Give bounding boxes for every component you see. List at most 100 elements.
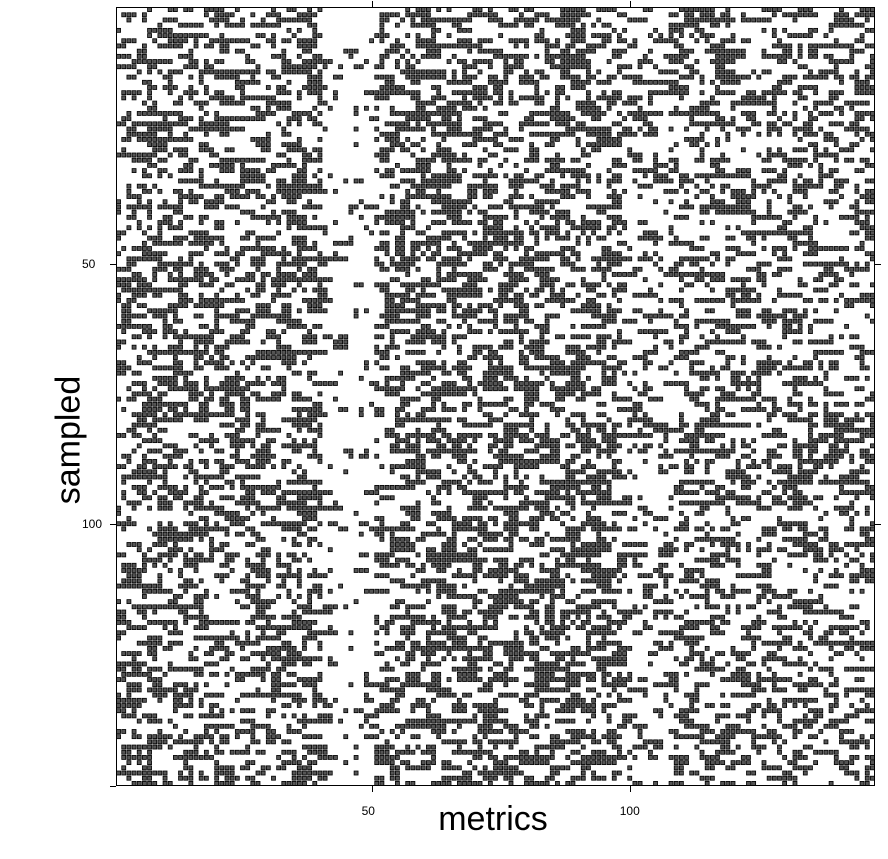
matrix-cell bbox=[219, 266, 225, 272]
matrix-cell bbox=[467, 188, 473, 194]
matrix-cell bbox=[617, 230, 622, 236]
matrix-cell bbox=[400, 240, 405, 246]
matrix-cell bbox=[694, 173, 700, 179]
matrix-cell bbox=[720, 323, 726, 329]
matrix-cell bbox=[265, 111, 271, 116]
matrix-cell bbox=[183, 386, 189, 392]
matrix-cell bbox=[296, 261, 302, 267]
matrix-cell bbox=[694, 261, 700, 267]
matrix-cell bbox=[539, 355, 545, 360]
matrix-cell bbox=[250, 256, 256, 262]
matrix-cell bbox=[740, 277, 746, 283]
matrix-cell bbox=[271, 251, 276, 257]
matrix-cell bbox=[565, 298, 571, 303]
matrix-cell bbox=[167, 261, 173, 267]
matrix-cell bbox=[709, 318, 715, 324]
matrix-cell bbox=[518, 79, 524, 85]
matrix-cell bbox=[487, 287, 493, 293]
matrix-cell bbox=[395, 303, 400, 309]
matrix-cell bbox=[828, 95, 834, 101]
matrix-cell bbox=[147, 157, 152, 163]
matrix-cell bbox=[276, 183, 282, 189]
matrix-cell bbox=[410, 246, 416, 251]
matrix-cell bbox=[126, 188, 132, 194]
matrix-cell bbox=[446, 298, 452, 303]
matrix-cell bbox=[653, 27, 658, 33]
matrix-cell bbox=[389, 261, 395, 267]
matrix-cell bbox=[240, 329, 245, 334]
matrix-cell bbox=[379, 53, 385, 59]
matrix-cell bbox=[255, 355, 261, 360]
matrix-cell bbox=[415, 59, 421, 64]
matrix-cell bbox=[596, 308, 602, 314]
matrix-cell bbox=[549, 116, 555, 122]
matrix-cell bbox=[173, 225, 178, 231]
matrix-cell bbox=[441, 152, 447, 158]
matrix-cell bbox=[209, 147, 214, 153]
matrix-cell bbox=[699, 375, 705, 381]
matrix-cell bbox=[684, 355, 689, 360]
matrix-cell bbox=[467, 27, 473, 33]
matrix-cell bbox=[596, 313, 602, 319]
matrix-cell bbox=[147, 126, 152, 132]
matrix-cell bbox=[302, 334, 307, 340]
matrix-cell bbox=[870, 349, 875, 355]
matrix-cell bbox=[431, 69, 436, 75]
matrix-cell bbox=[679, 95, 684, 101]
matrix-cell bbox=[456, 370, 462, 376]
matrix-cell bbox=[580, 111, 586, 116]
matrix-cell bbox=[395, 355, 400, 360]
matrix-cell bbox=[797, 401, 803, 407]
matrix-cell bbox=[260, 142, 266, 148]
matrix-cell bbox=[808, 246, 813, 251]
matrix-cell bbox=[653, 261, 658, 267]
matrix-cell bbox=[116, 344, 121, 350]
matrix-cell bbox=[441, 329, 447, 334]
matrix-cell bbox=[725, 209, 731, 215]
matrix-cell bbox=[162, 85, 168, 90]
matrix-cell bbox=[632, 272, 638, 277]
matrix-cell bbox=[431, 365, 436, 371]
matrix-cell bbox=[611, 214, 617, 220]
matrix-cell bbox=[715, 298, 720, 303]
matrix-cell bbox=[596, 412, 602, 418]
matrix-cell bbox=[456, 131, 462, 137]
matrix-cell bbox=[632, 412, 638, 418]
matrix-cell bbox=[353, 282, 359, 288]
matrix-cell bbox=[648, 90, 653, 96]
matrix-cell bbox=[870, 64, 875, 70]
matrix-cell bbox=[539, 339, 545, 345]
matrix-cell bbox=[162, 401, 168, 407]
matrix-cell bbox=[849, 74, 855, 80]
matrix-cell bbox=[611, 48, 617, 54]
matrix-cell bbox=[389, 173, 395, 179]
matrix-cell bbox=[142, 157, 147, 163]
matrix-cell bbox=[802, 375, 808, 381]
matrix-cell bbox=[653, 344, 658, 350]
matrix-cell bbox=[709, 339, 715, 345]
matrix-cell bbox=[555, 111, 560, 116]
matrix-cell bbox=[265, 131, 271, 137]
matrix-cell bbox=[224, 272, 230, 277]
matrix-cell bbox=[493, 137, 498, 142]
matrix-cell bbox=[415, 282, 421, 288]
matrix-cell bbox=[395, 251, 400, 257]
matrix-cell bbox=[787, 48, 793, 54]
matrix-cell bbox=[668, 12, 674, 18]
matrix-cell bbox=[539, 225, 545, 231]
matrix-cell bbox=[797, 407, 803, 412]
matrix-cell bbox=[539, 282, 545, 288]
matrix-cell bbox=[818, 111, 824, 116]
matrix-cell bbox=[518, 308, 524, 314]
matrix-cell bbox=[431, 111, 436, 116]
matrix-cell bbox=[802, 12, 808, 18]
matrix-cell bbox=[549, 188, 555, 194]
matrix-cell bbox=[870, 12, 875, 18]
matrix-cell bbox=[720, 74, 726, 80]
matrix-cell bbox=[410, 220, 416, 225]
matrix-cell bbox=[782, 251, 788, 257]
matrix-cell bbox=[534, 69, 540, 75]
matrix-cell bbox=[828, 121, 834, 127]
matrix-cell bbox=[229, 126, 235, 132]
matrix-cell bbox=[462, 287, 467, 293]
